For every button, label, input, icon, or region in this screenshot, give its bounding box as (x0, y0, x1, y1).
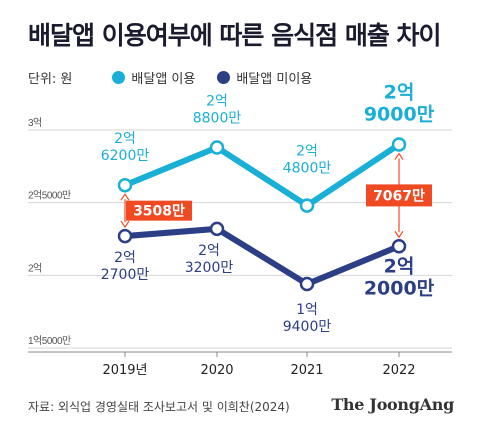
data-point (299, 198, 315, 213)
legend-label-app: 배달앱 이용 (131, 72, 196, 87)
data-label: 2000만 (364, 277, 435, 299)
x-tick-label: 2020 (200, 363, 233, 378)
data-label: 2억 (198, 243, 220, 259)
data-label: 2억 (114, 250, 136, 266)
data-label: 2억 (206, 93, 228, 109)
data-label: 9000만 (364, 104, 435, 126)
unit-label: 단위: 원 (28, 72, 73, 87)
chart-title: 배달앱 이용여부에 따른 음식점 매출 차이 (28, 21, 442, 50)
data-label: 6200만 (101, 148, 150, 164)
x-tick-label: 2022 (382, 363, 415, 378)
legend-label-noapp: 배달앱 미이용 (236, 72, 313, 87)
diff-label: 7067만 (373, 188, 425, 204)
diff-arrow-head (120, 193, 130, 201)
y-tick-label: 3억 (28, 117, 42, 129)
data-label: 4800만 (283, 161, 332, 177)
diff-arrow-head (394, 152, 404, 160)
diff-arrow-head (120, 220, 130, 229)
legend-item-noapp: 배달앱 미이용 (217, 68, 312, 87)
y-tick-label: 1억5000만 (28, 335, 71, 347)
x-tick-label: 2021 (290, 363, 323, 378)
series-line (123, 142, 401, 210)
data-label: 3200만 (185, 260, 234, 276)
legend: 단위: 원 배달앱 이용 배달앱 미이용 (28, 68, 334, 87)
data-point (117, 228, 133, 244)
diff-arrow-head (394, 230, 404, 239)
data-label: 2억 (296, 144, 318, 160)
data-label: 2억 (384, 255, 415, 277)
brand-logo: The JoongAng (331, 395, 454, 414)
data-label: 2700만 (101, 267, 150, 283)
data-label: 9400만 (283, 319, 332, 335)
diff-label: 3508만 (133, 204, 185, 220)
y-tick-label: 2억 (28, 262, 42, 274)
source-note: 자료: 외식업 경영실태 조사보고서 및 이희찬(2024) (28, 400, 290, 414)
data-point (209, 140, 225, 155)
x-tick-label: 2019년 (102, 363, 147, 378)
legend-swatch-noapp (217, 71, 231, 84)
data-label: 2억 (384, 82, 415, 104)
y-tick-label: 2억5000만 (28, 190, 71, 202)
data-point (209, 221, 225, 237)
data-point (391, 239, 407, 254)
diff-badge (126, 200, 192, 221)
series-line (124, 225, 401, 288)
data-point (299, 276, 315, 292)
data-point (117, 177, 133, 193)
data-label: 8800만 (193, 110, 242, 126)
data-point (391, 137, 407, 152)
data-label: 1억 (296, 302, 318, 318)
data-label: 2억 (114, 131, 136, 147)
legend-item-app: 배달앱 이용 (112, 68, 195, 87)
diff-badge (366, 184, 432, 207)
legend-swatch-app (112, 71, 126, 84)
